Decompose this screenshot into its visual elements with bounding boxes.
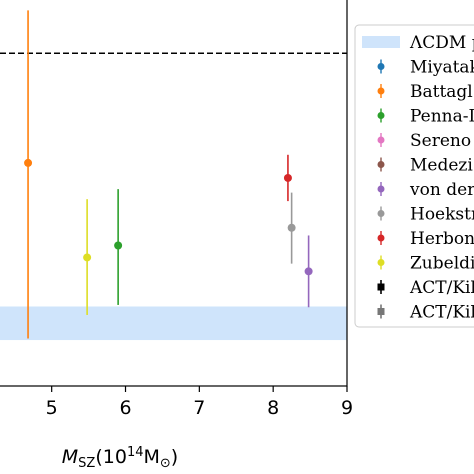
legend-marker (377, 234, 385, 242)
legend: ΛCDM p Miyatak Battagl Penna-I Sereno Medezi v… (354, 24, 474, 328)
data-point (283, 173, 292, 182)
legend-marker (377, 259, 385, 266)
legend-label: Battagl (410, 82, 473, 102)
plot-frame (0, 0, 348, 387)
x-tick-label: 8 (267, 397, 279, 419)
x-axis-label: MSZ(1014M⊙) (62, 445, 178, 471)
legend-label: Miyatak (410, 58, 474, 78)
legend-label: ΛCDM p (409, 33, 474, 53)
data-point (287, 223, 296, 232)
legend-label: von der (409, 180, 474, 200)
legend-marker (377, 308, 385, 315)
legend-box (354, 24, 474, 328)
legend-swatch-band (362, 36, 400, 48)
legend-label: Medezi (410, 156, 473, 176)
x-tick-label: 7 (193, 397, 205, 419)
data-point (83, 253, 92, 262)
legend-marker (377, 283, 385, 291)
legend-marker (377, 87, 385, 95)
legend-marker (377, 210, 385, 217)
axes: 5 6 7 8 9 MSZ(1014M⊙) (0, 0, 353, 471)
legend-marker (377, 112, 385, 119)
data-point (24, 158, 33, 167)
legend-label: ACT/Kil (409, 303, 474, 323)
data-point (114, 241, 123, 250)
x-tick-label: 9 (341, 397, 353, 419)
x-tick-label: 6 (119, 397, 131, 419)
x-tick-label: 5 (46, 397, 58, 419)
plot-area (0, 10, 347, 341)
lcdm-band (0, 306, 347, 341)
legend-label: Hoekstr (410, 205, 474, 225)
legend-label: Sereno (410, 131, 471, 151)
legend-marker (377, 136, 385, 144)
data-point (304, 267, 313, 276)
legend-label: Herbon (410, 229, 474, 249)
legend-marker (377, 185, 385, 193)
legend-label: Penna-I (410, 107, 474, 127)
legend-label: Zubeldi (410, 254, 474, 274)
legend-marker (377, 161, 385, 168)
legend-marker (377, 63, 385, 70)
legend-label: ACT/Kil (409, 278, 474, 298)
